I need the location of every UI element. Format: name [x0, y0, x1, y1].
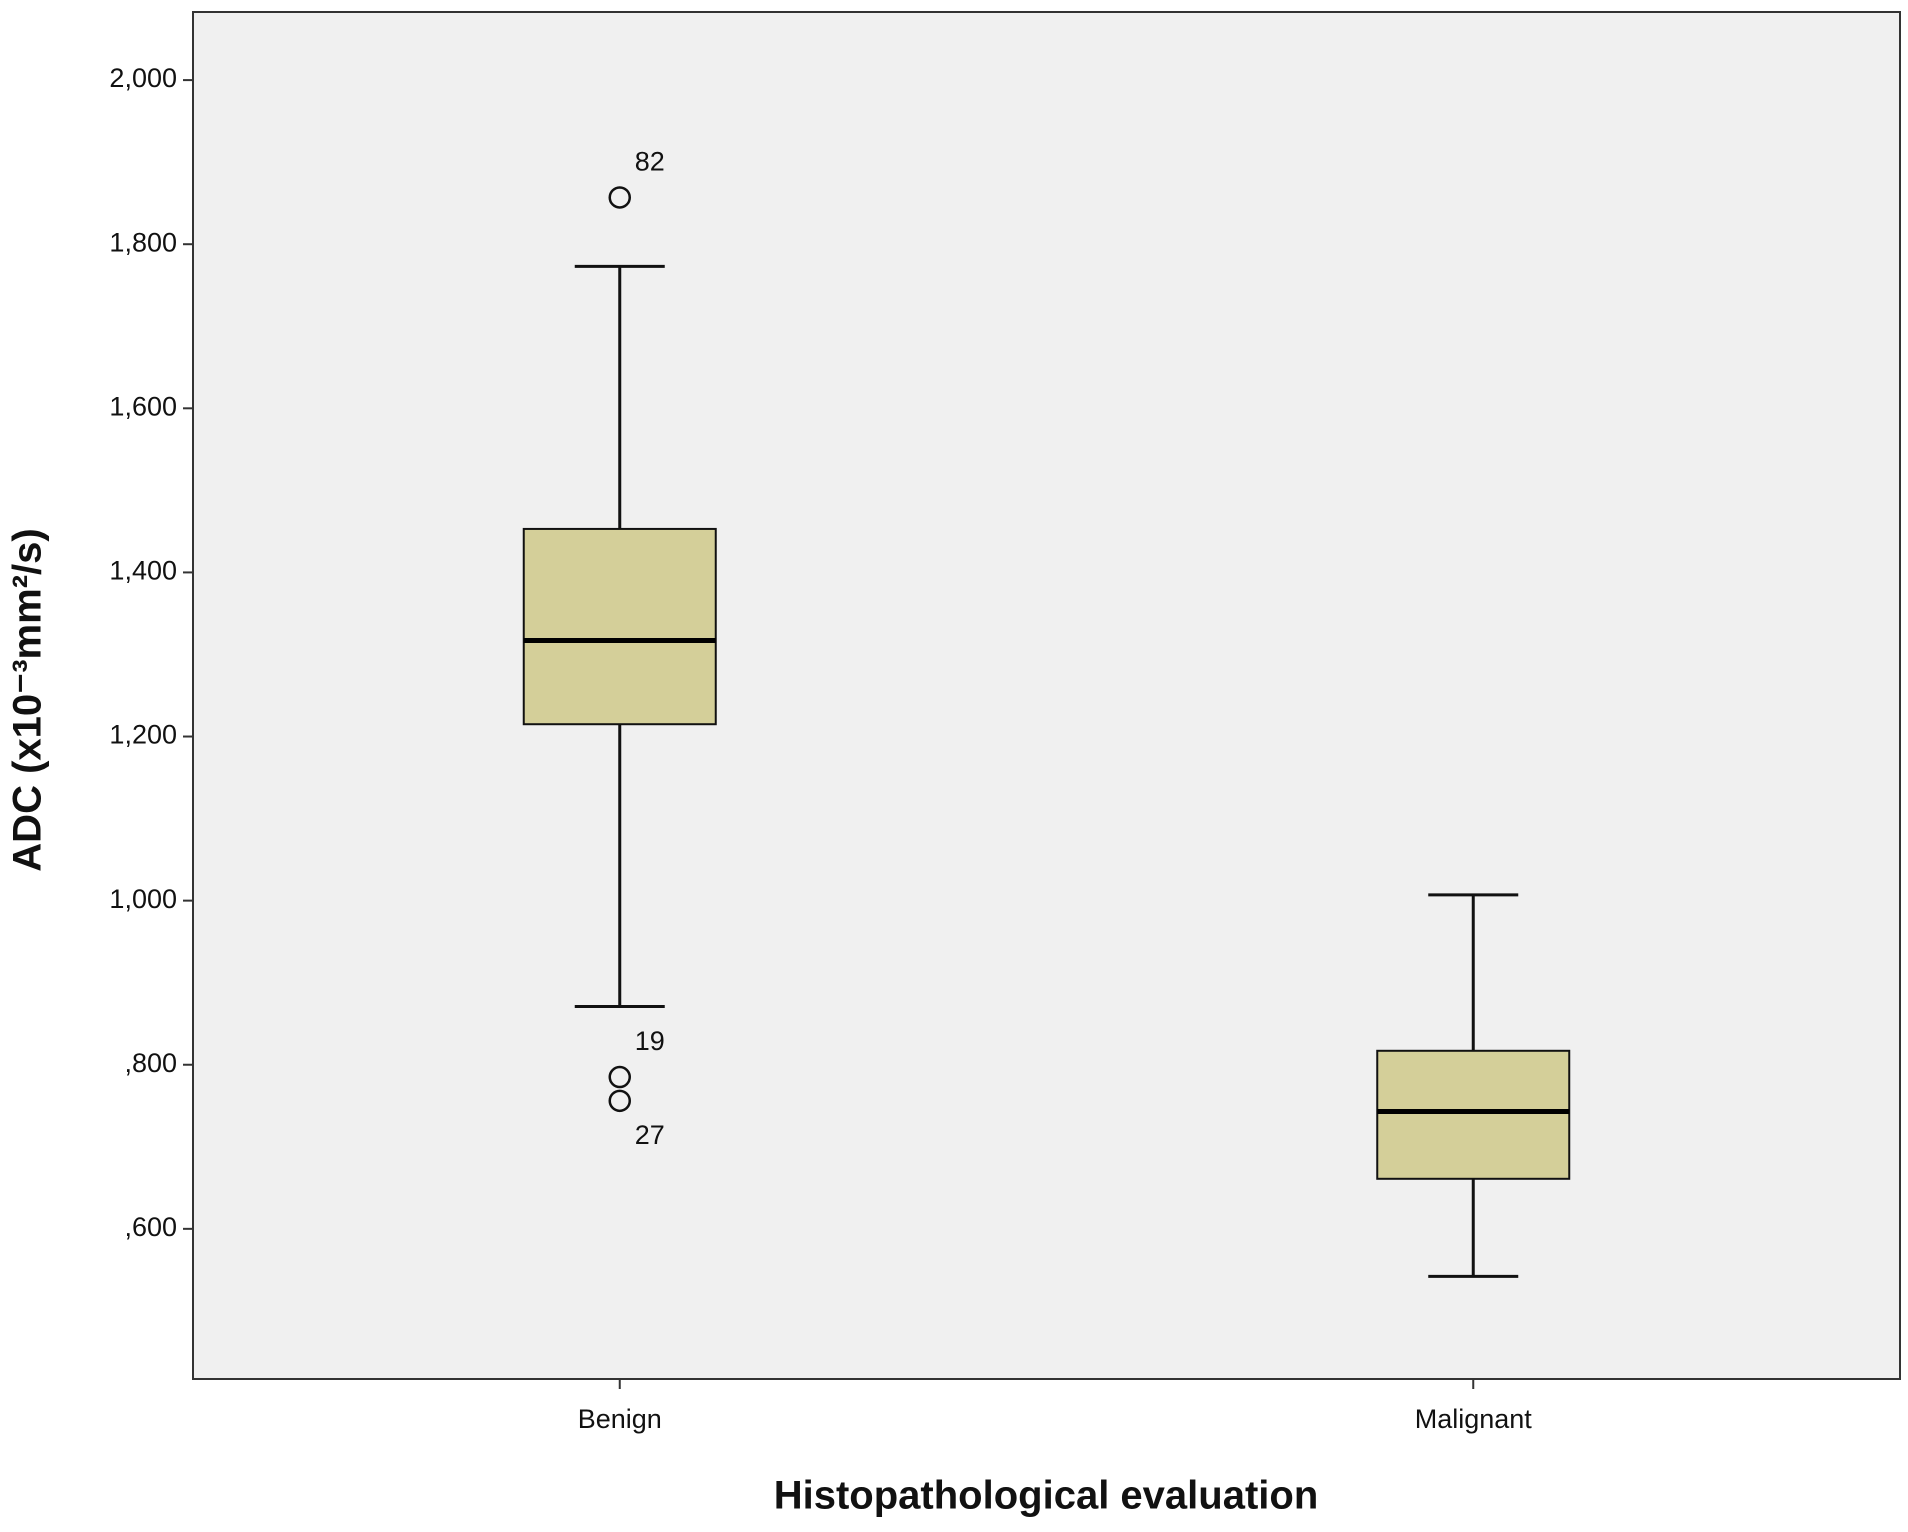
y-tick-label: ,600	[124, 1212, 177, 1242]
x-tick-label: Benign	[578, 1404, 662, 1434]
y-axis-title: ADC (x10⁻³mm²/s)	[6, 528, 50, 871]
y-tick-label: 1,800	[109, 227, 177, 257]
x-axis-title: Histopathological evaluation	[774, 1474, 1319, 1518]
outlier-label: 82	[635, 147, 665, 177]
y-tick-label: 1,600	[109, 391, 177, 421]
box	[522, 527, 717, 726]
y-tick-label: 1,200	[109, 720, 177, 750]
outlier	[608, 186, 631, 209]
plot-area	[192, 11, 1901, 1380]
outlier	[608, 1065, 631, 1089]
y-tick-label: 2,000	[109, 63, 177, 93]
y-tick-label: 1,400	[109, 556, 177, 586]
outlier-label: 19	[635, 1026, 665, 1056]
outlier-label: 27	[635, 1120, 665, 1150]
outlier	[608, 1089, 631, 1113]
x-tick-label: Malignant	[1415, 1404, 1533, 1434]
box	[1376, 1049, 1571, 1180]
y-tick-label: 1,000	[109, 884, 177, 914]
y-tick-label: ,800	[124, 1048, 177, 1078]
